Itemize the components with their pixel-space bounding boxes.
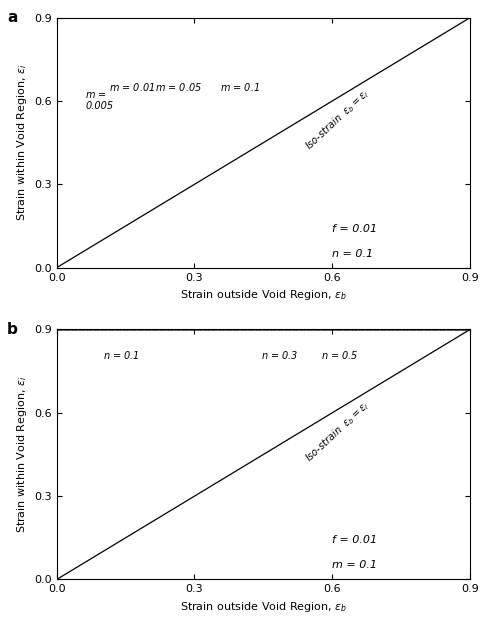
X-axis label: Strain outside Void Region, $\varepsilon_b$: Strain outside Void Region, $\varepsilon… xyxy=(180,600,347,614)
Text: $m$ = 0.1: $m$ = 0.1 xyxy=(220,81,260,93)
Text: $n$ = 0.3: $n$ = 0.3 xyxy=(261,349,298,361)
Text: n = 0.1: n = 0.1 xyxy=(332,249,373,259)
Y-axis label: Strain within Void Region, $\varepsilon_i$: Strain within Void Region, $\varepsilon_… xyxy=(15,64,28,221)
Text: f = 0.01: f = 0.01 xyxy=(332,224,377,234)
Text: $m$ = 0.05: $m$ = 0.05 xyxy=(155,81,202,93)
Y-axis label: Strain within Void Region, $\varepsilon_i$: Strain within Void Region, $\varepsilon_… xyxy=(15,376,28,533)
Text: a: a xyxy=(7,10,18,25)
Text: b: b xyxy=(7,322,18,337)
Text: $m$ =
0.005: $m$ = 0.005 xyxy=(85,90,113,111)
X-axis label: Strain outside Void Region, $\varepsilon_b$: Strain outside Void Region, $\varepsilon… xyxy=(180,288,347,302)
Text: $m$ = 0.01: $m$ = 0.01 xyxy=(109,81,156,93)
Text: Iso-strain  $\varepsilon_b = \varepsilon_i$: Iso-strain $\varepsilon_b = \varepsilon_… xyxy=(302,399,372,465)
Text: Iso-strain  $\varepsilon_b = \varepsilon_i$: Iso-strain $\varepsilon_b = \varepsilon_… xyxy=(302,87,372,153)
Text: m = 0.1: m = 0.1 xyxy=(332,561,377,571)
Text: $n$ = 0.5: $n$ = 0.5 xyxy=(321,349,358,361)
Text: $n$ = 0.1: $n$ = 0.1 xyxy=(102,349,139,361)
Text: f = 0.01: f = 0.01 xyxy=(332,536,377,546)
